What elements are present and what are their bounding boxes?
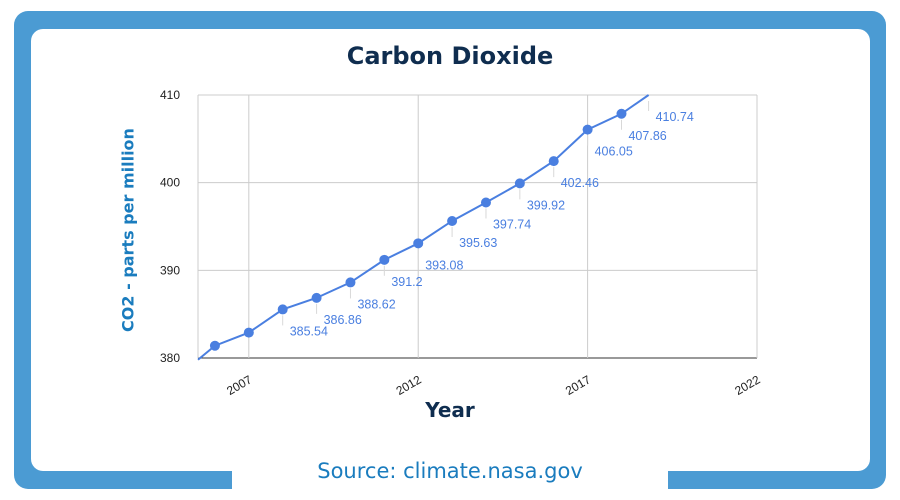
y-axis-label: CO2 - parts per million: [118, 128, 138, 332]
data-label-9: 397.74: [493, 217, 531, 231]
data-label-7: 393.08: [425, 258, 463, 272]
series-line-0: [197, 94, 650, 361]
data-point-8: [447, 215, 458, 226]
grid-lines: [197, 94, 758, 359]
data-point-10: [514, 178, 525, 189]
data-point-11: [548, 156, 559, 167]
data-label-5: 388.62: [357, 297, 395, 311]
data-label-3: 385.54: [290, 324, 328, 338]
y-tick-labels: 380 390 400 410: [160, 88, 180, 365]
data-point-4: [311, 292, 322, 303]
data-label-12: 406.05: [595, 145, 633, 159]
series-lines: [197, 94, 650, 361]
data-point-7: [413, 238, 424, 249]
data-point-2: [243, 327, 254, 338]
data-point-6: [379, 254, 390, 265]
data-point-12: [582, 124, 593, 135]
data-point-13: [616, 108, 627, 119]
data-point-1: [209, 340, 220, 351]
data-label-11: 402.46: [561, 176, 599, 190]
data-point-5: [345, 277, 356, 288]
data-label-14: 410.74: [656, 110, 694, 124]
y-tick-380: 380: [160, 351, 180, 365]
y-tick-400: 400: [160, 176, 180, 190]
x-tick-2022: 2022: [732, 372, 762, 398]
data-point-9: [480, 197, 491, 208]
data-label-4: 386.86: [324, 313, 362, 327]
x-axis-label: Year: [425, 398, 475, 422]
chart-title: Carbon Dioxide: [346, 42, 554, 70]
data-label-10: 399.92: [527, 198, 565, 212]
data-point-3: [277, 304, 288, 315]
x-tick-2017: 2017: [563, 372, 593, 398]
source-gap: [232, 450, 668, 500]
data-label-6: 391.2: [391, 275, 422, 289]
data-label-13: 407.86: [628, 129, 666, 143]
source-caption: Source: climate.nasa.gov: [317, 459, 583, 483]
y-tick-390: 390: [160, 263, 180, 277]
x-tick-2007: 2007: [224, 372, 254, 398]
y-tick-410: 410: [160, 88, 180, 102]
x-tick-labels: 2007 2012 2017 2022: [224, 372, 763, 398]
data-label-8: 395.63: [459, 236, 497, 250]
x-tick-2012: 2012: [394, 372, 424, 398]
chart-panel: [31, 29, 870, 471]
